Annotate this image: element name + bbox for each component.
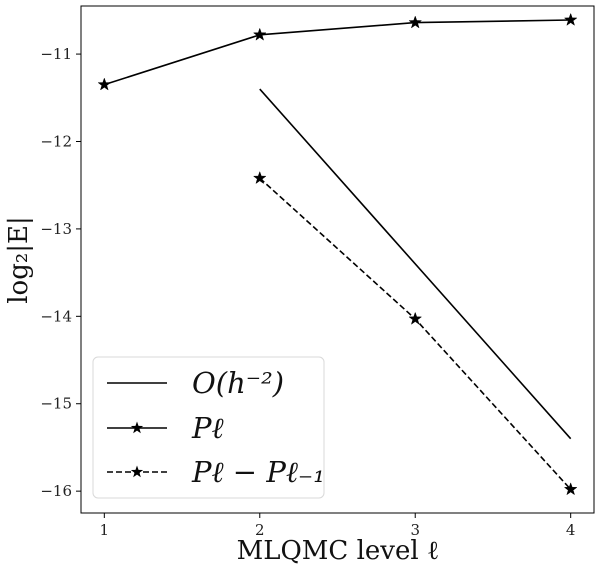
x-tick-label: 3 xyxy=(410,521,420,539)
legend-item-reference-line: O(h⁻²) xyxy=(107,366,284,400)
y-tick-label: −16 xyxy=(40,482,72,500)
series-line-reference-line xyxy=(259,88,572,440)
y-tick-label: −11 xyxy=(40,45,72,63)
data-point-star xyxy=(408,311,423,325)
data-point-star xyxy=(252,27,267,41)
data-point-star xyxy=(563,482,578,496)
y-tick-label: −12 xyxy=(40,132,72,150)
x-tick-label: 4 xyxy=(566,521,576,539)
series-p-level-difference xyxy=(252,170,578,496)
data-point-star xyxy=(408,15,423,29)
series-p-level xyxy=(97,12,578,91)
data-point-star xyxy=(97,77,112,91)
x-tick-label: 2 xyxy=(255,521,265,539)
legend-star-marker xyxy=(130,421,144,434)
legend: O(h⁻²) Pℓ Pℓ − Pℓ₋₁ xyxy=(92,356,325,499)
plot-frame xyxy=(80,5,595,514)
x-axis-label: MLQMC level ℓ xyxy=(237,536,440,566)
legend-label: O(h⁻²) xyxy=(192,366,284,400)
y-tick-label: −13 xyxy=(40,220,72,238)
series-line-p-level xyxy=(104,19,571,86)
y-axis-label: log₂|E| xyxy=(4,216,34,304)
y-tick-label: −15 xyxy=(40,395,72,413)
legend-label: Pℓ xyxy=(191,411,224,445)
series-layer xyxy=(97,12,578,496)
legend-item-p-level-difference: Pℓ − Pℓ₋₁ xyxy=(107,455,325,489)
legend-box xyxy=(92,356,325,499)
data-point-star xyxy=(563,12,578,26)
legend-item-p-level: Pℓ xyxy=(107,411,224,445)
legend-label: Pℓ − Pℓ₋₁ xyxy=(191,455,325,489)
y-tick-label: −14 xyxy=(40,307,72,325)
x-tick-label: 1 xyxy=(100,521,110,539)
legend-star-marker xyxy=(130,465,144,478)
y-axis-ticks: −11 −12 −13 −14 −15 −16 xyxy=(40,45,81,500)
series-reference-line xyxy=(259,88,572,440)
data-point-star xyxy=(252,170,267,185)
x-axis-ticks: 1 2 3 4 xyxy=(100,513,576,539)
